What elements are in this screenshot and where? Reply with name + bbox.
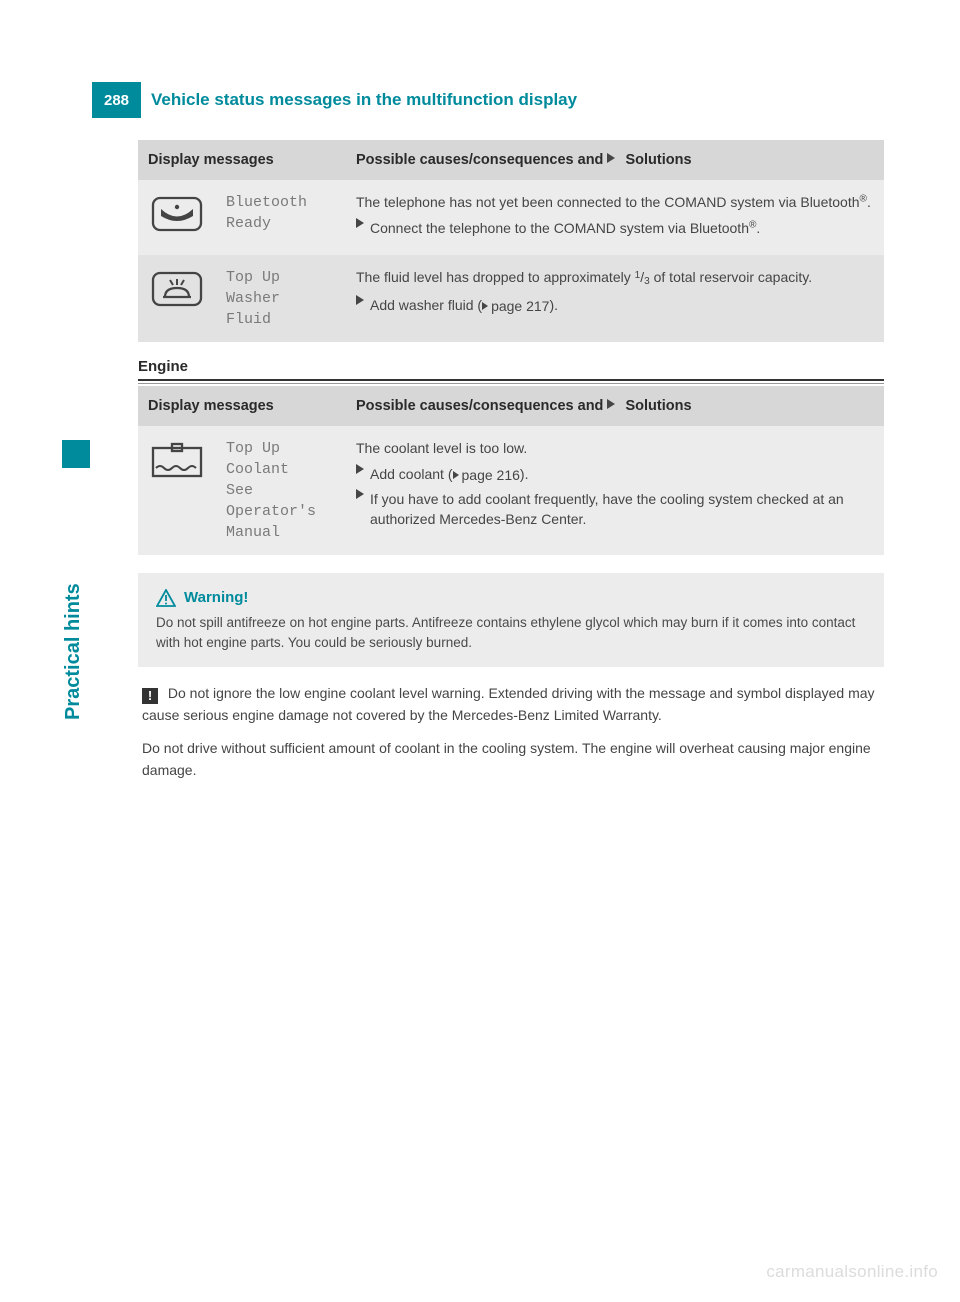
message-cell: Top Up Coolant See Operator's Manual [216,426,346,555]
desc-txt: The fluid level has dropped to approxima… [356,269,635,285]
header-display-messages: Display messages [138,140,346,180]
solution-desc: The telephone has not yet been connected… [356,192,874,212]
coolant-icon [138,426,216,555]
arrow-icon [356,295,364,305]
warning-title: Warning! [184,589,248,606]
step-text: If you have to add coolant frequently, h… [370,489,874,530]
washer-icon [138,255,216,342]
solution-step: Connect the telephone to the COMAND syst… [356,218,874,238]
step-text: Add washer fluid ( [370,297,482,313]
warning-header: Warning! [156,589,866,607]
divider [138,383,884,384]
message-cell: Bluetooth Ready [216,180,346,255]
side-section-label: Practical hints [62,583,85,720]
page-header: 288 Vehicle status messages in the multi… [92,82,587,118]
note-text: Do not ignore the low engine coolant lev… [142,685,875,723]
header-solutions-prefix: Possible causes/consequences and [356,152,607,168]
solution-cell: The fluid level has dropped to approxima… [346,255,884,342]
solution-cell: The telephone has not yet been connected… [346,180,884,255]
message-text: Top Up Coolant See Operator's Manual [226,438,336,543]
table-row: Top Up Washer Fluid The fluid level has … [138,255,884,342]
header-solutions: Possible causes/consequences and Solutio… [346,386,884,426]
step-text: ). [549,297,558,313]
content-area: Display messages Possible causes/consequ… [138,140,884,794]
warning-triangle-icon [156,589,176,607]
table-row: Bluetooth Ready The telephone has not ye… [138,180,884,255]
msg-line: Ready [226,213,336,234]
msg-line: Coolant [226,459,336,480]
page-ref: page 216 [462,465,520,485]
page-ref-icon [482,302,488,310]
header-solutions-suffix: Solutions [621,398,691,414]
note-block: ! Do not ignore the low engine coolant l… [138,683,884,782]
message-cell: Top Up Washer Fluid [216,255,346,342]
msg-line: Top Up [226,438,336,459]
header-solutions-suffix: Solutions [621,152,691,168]
header-display-messages: Display messages [138,386,346,426]
arrow-icon [607,153,615,163]
solution-step: If you have to add coolant frequently, h… [356,489,874,530]
section-engine-header: Engine [138,358,884,381]
messages-table-1: Display messages Possible causes/consequ… [138,140,884,342]
step-text: Add coolant ( [370,466,453,482]
solution-step: Add coolant ( page 216). [356,464,874,485]
arrow-icon [607,399,615,409]
msg-line: Fluid [226,309,336,330]
arrow-icon [356,218,364,228]
messages-table-2: Display messages Possible causes/consequ… [138,386,884,555]
message-text: Top Up Washer Fluid [226,267,336,330]
exclamation-icon: ! [142,688,158,704]
msg-line: Washer [226,288,336,309]
msg-line: Operator's [226,501,336,522]
page-number: 288 [92,82,141,118]
phone-icon [138,180,216,255]
step-text: ). [520,466,529,482]
arrow-icon [356,464,364,474]
msg-line: See [226,480,336,501]
arrow-icon [356,489,364,499]
solution-step: Add washer fluid ( page 217). [356,295,874,316]
warning-body: Do not spill antifreeze on hot engine pa… [156,613,866,654]
page-ref-icon [453,471,459,479]
note-paragraph: Do not drive without sufficient amount o… [142,738,880,781]
table-row: Top Up Coolant See Operator's Manual The… [138,426,884,555]
side-tab [62,440,90,468]
solution-desc: The coolant level is too low. [356,438,874,458]
msg-line: Manual [226,522,336,543]
watermark: carmanualsonline.info [766,1262,938,1282]
msg-line: Top Up [226,267,336,288]
msg-line: Bluetooth [226,192,336,213]
page-ref: page 217 [491,296,549,316]
note-paragraph: ! Do not ignore the low engine coolant l… [142,683,880,726]
frac-num: 1 [635,270,641,281]
warning-box: Warning! Do not spill antifreeze on hot … [138,573,884,668]
solution-cell: The coolant level is too low. Add coolan… [346,426,884,555]
table-header-row: Display messages Possible causes/consequ… [138,140,884,180]
page-title: Vehicle status messages in the multifunc… [141,82,587,118]
solution-desc: The fluid level has dropped to approxima… [356,267,874,290]
header-solutions-prefix: Possible causes/consequences and [356,398,607,414]
message-text: Bluetooth Ready [226,192,336,234]
desc-txt: of total reservoir capacity. [650,269,812,285]
header-solutions: Possible causes/consequences and Solutio… [346,140,884,180]
table-header-row: Display messages Possible causes/consequ… [138,386,884,426]
